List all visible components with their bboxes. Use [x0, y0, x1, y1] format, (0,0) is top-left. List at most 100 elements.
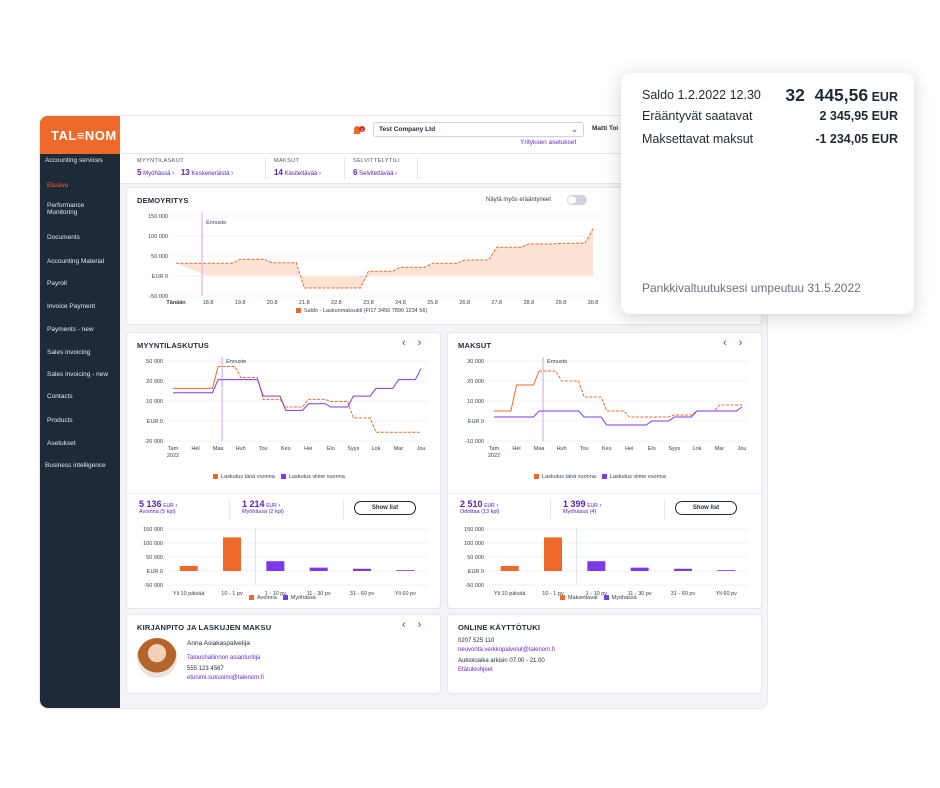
payments-card: MAKSUT ‹ › 30 000 20 000 10 000 EUR 0 -10 000…	[448, 333, 761, 608]
balance-unit: EUR	[871, 90, 898, 104]
y-tick-label: -50 000	[149, 294, 168, 300]
legend-late: Myöhässä	[290, 595, 316, 601]
x-tick-label: 18.8	[203, 300, 214, 306]
series-line-1	[494, 406, 743, 426]
payments-show-list-button[interactable]: Show list	[675, 501, 737, 515]
payments-pending-stat[interactable]: 2 510 EUR › Odottaa (13 kpl)	[460, 499, 500, 515]
summary-sales: MYYNTILASKUT 5 Myöhässä › 13 Keskeneräis…	[137, 158, 233, 177]
summary-sales-late[interactable]: 5 Myöhässä ›	[137, 168, 175, 177]
sales-open-stat[interactable]: 5 136 EUR › Avoinna (5 kpl)	[139, 499, 178, 515]
y-tick-label: -50 000	[465, 583, 484, 589]
payments-late-stat[interactable]: 1 399 EUR › Myöhässä (4)	[563, 499, 602, 515]
sidebar-item-business-intelligence[interactable]: Business intelligence	[45, 461, 106, 469]
y-tick-label: 100 000	[143, 541, 163, 547]
summary-reconcile-items[interactable]: 6 Selvitettävää ›	[353, 168, 398, 177]
sidebar-item-payments-new[interactable]: Payments - new	[47, 325, 94, 333]
category-label: 10 - 1 pv	[542, 591, 564, 597]
remote-support-link[interactable]: Etätukiohjeet	[458, 667, 493, 673]
next-arrow-icon[interactable]: ›	[417, 337, 422, 349]
balance-label: Saldo 1.2.2022 12.30	[642, 88, 761, 102]
sidebar-item-invoice-payment[interactable]: Invoice Payment	[47, 302, 96, 310]
x-tick-label: Tam	[168, 446, 179, 452]
sidebar-item-documents[interactable]: Documents	[47, 233, 80, 241]
category-label: Yli 60 pv	[716, 591, 737, 597]
category-label: 1 - 10 pv	[586, 591, 608, 597]
next-arrow-icon[interactable]: ›	[417, 619, 422, 631]
payments-bar-legend: Maksettavat Myöhässä	[554, 595, 637, 601]
sidebar-item-sales-invoicing-new[interactable]: Sales invoicing - new	[47, 370, 109, 378]
x-tick-label: Jou	[417, 446, 426, 452]
y-tick-label: EUR 0	[147, 419, 163, 425]
category-label: Yli 60 pv	[395, 591, 416, 597]
series-line-0	[494, 370, 540, 412]
advisor-email[interactable]: etunimi.sukunimi@talenom.fi	[187, 675, 264, 681]
x-tick-label: 30.8	[588, 300, 599, 306]
x-tick-label: Syys	[668, 446, 680, 452]
legend-last-year: Laskutus viime vuonna	[609, 474, 666, 480]
x-tick-label: Hei	[625, 446, 633, 452]
legend-this-year: Laskutus tänä vuonna	[221, 474, 275, 480]
x-tick-year: 2022	[167, 453, 179, 459]
prev-arrow-icon[interactable]: ‹	[723, 337, 727, 349]
summary-payments-title: MAKSUT	[274, 158, 300, 164]
sidebar-item-sales-invoicing[interactable]: Sales invoicing	[47, 348, 91, 356]
bar-myöhässä	[353, 568, 371, 571]
sales-invoicing-card: MYYNTILASKUTUS ‹ › 50 000 20 000 10 000 EUR …	[127, 333, 440, 608]
company-select[interactable]: Test Company Ltd ⌄	[373, 122, 584, 137]
x-tick-label: Elo	[648, 446, 656, 452]
y-tick-label: 150 000	[143, 527, 163, 533]
bar-myöhässä	[674, 568, 692, 571]
advisor-phone[interactable]: 555 123 4567	[187, 666, 224, 672]
summary-payments-pending[interactable]: 14 Käsiteltävää ›	[274, 168, 321, 177]
sidebar-item-payroll[interactable]: Payroll	[47, 279, 67, 287]
forecast-label: Ennuste	[547, 359, 567, 365]
talenom-logo[interactable]: TAL≡NOM	[40, 116, 120, 154]
series-forecast-line	[539, 370, 742, 418]
support-card-title: ONLINE KÄYTTÖTUKI	[458, 623, 541, 632]
x-tick-label: Lok	[371, 446, 380, 452]
y-tick-label: 100 000	[464, 541, 484, 547]
sales-card-title: MYYNTILASKUTUS	[137, 341, 209, 350]
sales-late-stat[interactable]: 1 214 EUR › Myöhässä (2 kpl)	[242, 499, 284, 515]
x-tick-label: Jou	[738, 446, 747, 452]
summary-sales-draft[interactable]: 13 Keskeneräistä ›	[180, 168, 234, 177]
bookkeeping-card-nav: ‹ ›	[390, 619, 421, 631]
summary-reconcile-title: SELVITTELYTILI	[353, 158, 400, 164]
payments-card-title: MAKSUT	[458, 341, 492, 350]
prev-arrow-icon[interactable]: ‹	[402, 337, 406, 349]
legend-this-year: Laskutus tänä vuonna	[542, 474, 596, 480]
sales-show-list-button[interactable]: Show list	[354, 501, 416, 515]
notification-bell-icon[interactable]: 1	[352, 124, 366, 142]
support-phone[interactable]: 0207 525 110	[458, 638, 495, 644]
legend-last-year: Laskutus viime vuonna	[288, 474, 345, 480]
sidebar-item-accounting-services[interactable]: Accounting services	[45, 156, 103, 164]
sidebar-item-asetukset[interactable]: Asetukset	[47, 439, 76, 447]
sidebar-item-performance-monitoring[interactable]: Performance Monitoring	[47, 202, 85, 216]
sidebar-item-contacts[interactable]: Contacts	[47, 392, 73, 400]
support-email[interactable]: neuvonta.verkkopalvelut@talenom.fi	[458, 647, 555, 653]
sidebar-item-products[interactable]: Products	[47, 416, 73, 424]
balance-value: 32 445,56	[785, 85, 869, 105]
summary-sales-title: MYYNTILASKUT	[137, 158, 184, 164]
category-label: 11 - 30 pv	[307, 591, 331, 597]
bar-avoinna	[223, 537, 241, 571]
sidebar-item-etusivu[interactable]: Etusivu	[47, 181, 69, 189]
sidebar-item-accounting-material[interactable]: Accounting Material	[47, 257, 105, 265]
receivables-row: Erääntyvät saatavat 2 345,95 EUR	[642, 109, 898, 123]
forecast-label: Ennuste	[226, 359, 246, 365]
next-arrow-icon[interactable]: ›	[738, 337, 743, 349]
balance-area	[176, 228, 593, 288]
bank-authorization-notice: Pankkivaltuutuksesi umpeutuu 31.5.2022	[642, 281, 861, 295]
payables-value: -1 234,05 EUR	[815, 132, 898, 146]
company-settings-link[interactable]: Yrityksen asetukset	[520, 139, 577, 146]
y-tick-label: EUR 0	[468, 569, 484, 575]
x-tick-label: 21.8	[299, 300, 310, 306]
user-name[interactable]: Matti Toi	[592, 125, 619, 132]
payables-label: Maksettavat maksut	[642, 132, 754, 146]
show-overdue-toggle[interactable]	[567, 195, 587, 205]
support-hours: Aukioloaika arkisin 07.00 - 21.00	[458, 658, 545, 664]
prev-arrow-icon[interactable]: ‹	[402, 619, 406, 631]
x-tick-label: Mar	[394, 446, 404, 452]
